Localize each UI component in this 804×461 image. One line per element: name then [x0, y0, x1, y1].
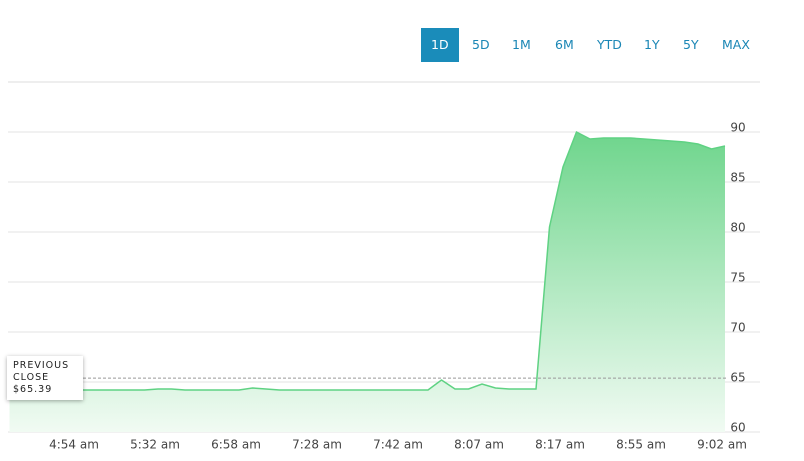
y-tick-label: 60 — [730, 421, 745, 435]
previous-close-value: $65.39 — [13, 384, 53, 395]
x-tick-label: 8:07 am — [454, 438, 504, 452]
y-tick-label: 90 — [730, 121, 745, 135]
y-tick-label: 70 — [730, 321, 745, 335]
x-tick-label: 7:42 am — [373, 438, 423, 452]
x-tick-label: 5:32 am — [130, 438, 180, 452]
y-tick-label: 80 — [730, 221, 745, 235]
y-tick-label: 65 — [730, 371, 745, 385]
y-tick-label: 75 — [730, 271, 745, 285]
x-tick-label: 6:58 am — [211, 438, 261, 452]
x-tick-label: 8:55 am — [616, 438, 666, 452]
previous-close-label: PREVIOUS CLOSE — [13, 360, 70, 383]
x-tick-label: 7:28 am — [292, 438, 342, 452]
previous-close-box: PREVIOUS CLOSE $65.39 — [7, 356, 83, 400]
range-button[interactable]: 1Y — [644, 37, 660, 52]
x-tick-label: 9:02 am — [697, 438, 747, 452]
range-button[interactable]: 6M — [555, 37, 574, 52]
range-button[interactable]: 1D — [421, 28, 459, 62]
line — [9, 130, 726, 392]
x-tick-label: 8:17 am — [535, 438, 585, 452]
range-button[interactable]: 5D — [472, 37, 490, 52]
y-tick-label: 85 — [730, 171, 745, 185]
range-button[interactable]: 5Y — [683, 37, 699, 52]
range-button[interactable]: YTD — [597, 37, 622, 52]
range-button[interactable]: 1M — [512, 37, 531, 52]
x-tick-label: 4:54 am — [49, 438, 99, 452]
area — [9, 132, 725, 432]
range-button[interactable]: MAX — [722, 37, 750, 52]
